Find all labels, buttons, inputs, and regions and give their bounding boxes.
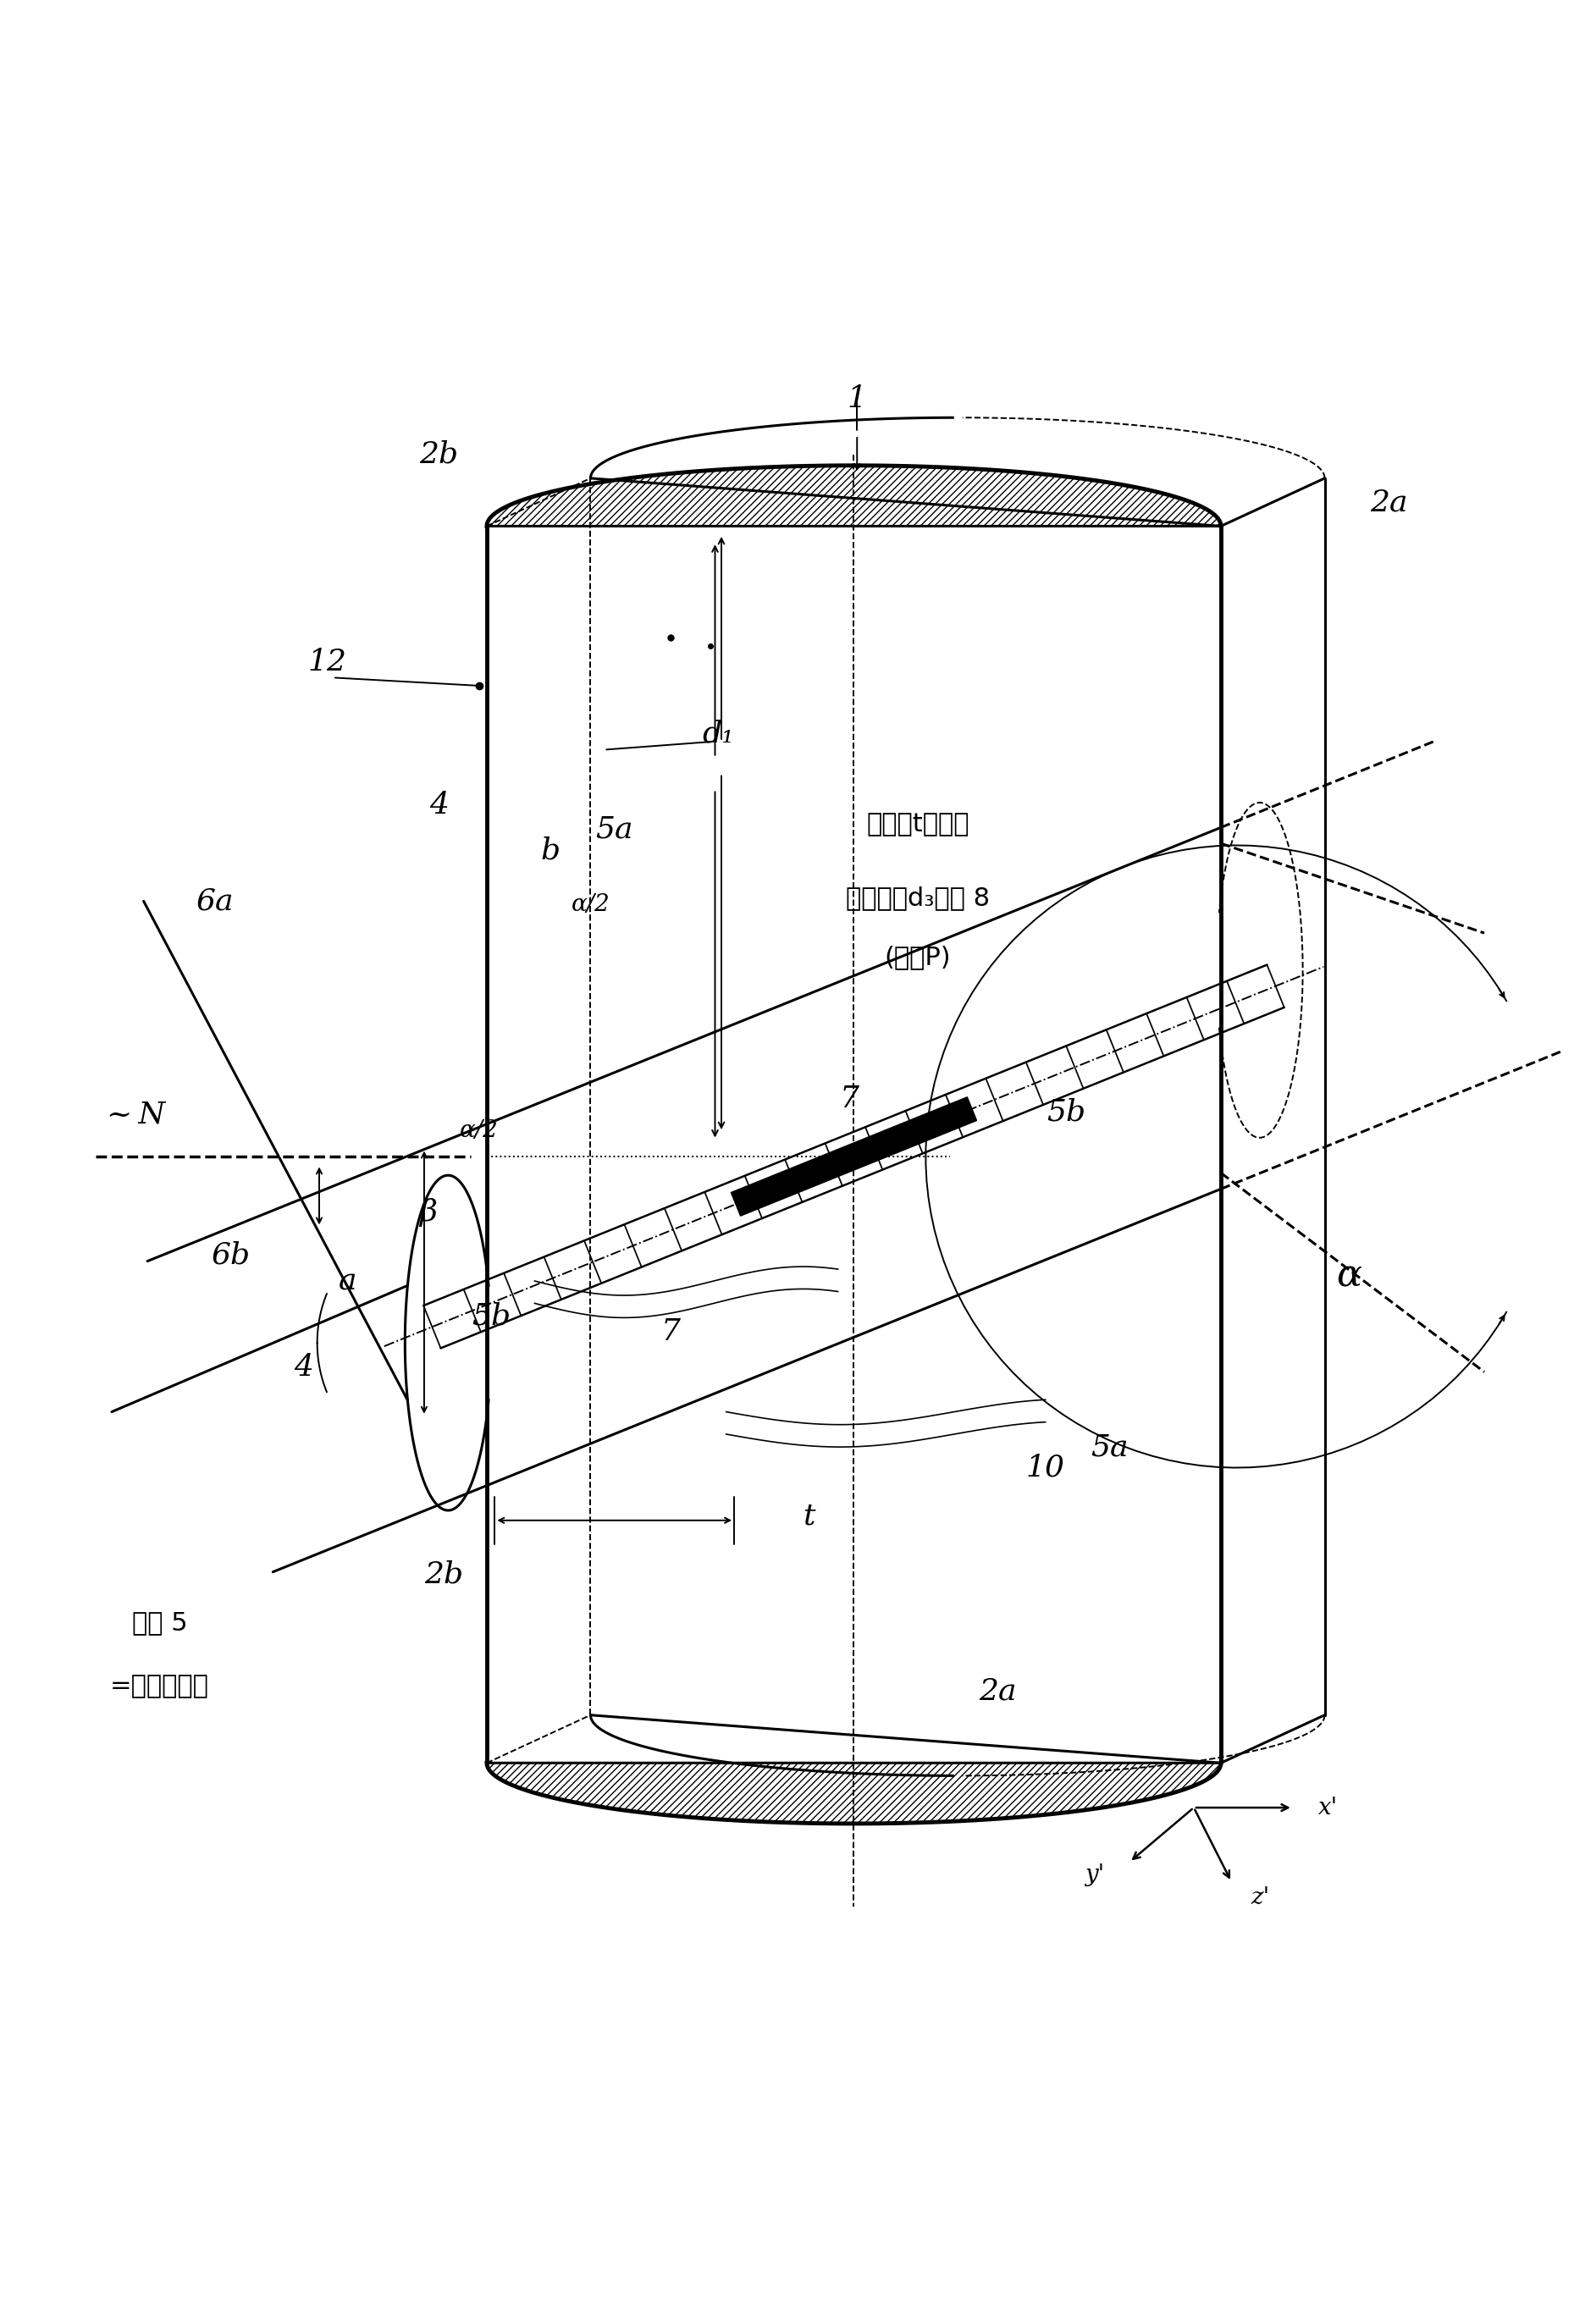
Text: 形状 5: 形状 5 <box>132 1610 187 1635</box>
Polygon shape <box>731 1096 977 1217</box>
Text: α: α <box>1336 1258 1361 1295</box>
Text: ~ N: ~ N <box>107 1101 164 1129</box>
Text: 7: 7 <box>661 1318 680 1346</box>
Text: y': y' <box>1085 1864 1104 1885</box>
Text: 5b: 5b <box>1047 1096 1085 1126</box>
Polygon shape <box>487 1763 1221 1823</box>
Text: α/2: α/2 <box>460 1119 498 1143</box>
Text: (样品P): (样品P) <box>884 944 951 969</box>
Text: 2b: 2b <box>425 1561 463 1589</box>
Text: 最小厚度d₃的条 8: 最小厚度d₃的条 8 <box>846 886 990 911</box>
Text: 12: 12 <box>308 648 346 675</box>
Text: z': z' <box>1251 1887 1269 1908</box>
Text: 2b: 2b <box>420 439 458 470</box>
Text: 6a: 6a <box>196 886 235 916</box>
Text: x': x' <box>1318 1797 1337 1818</box>
Text: b: b <box>541 835 560 865</box>
Text: 在深度t中具有: 在深度t中具有 <box>867 812 969 837</box>
Text: 1: 1 <box>847 384 867 412</box>
Text: α/2: α/2 <box>571 893 610 916</box>
Text: 4: 4 <box>294 1353 313 1381</box>
Text: =圆柱形切割: =圆柱形切割 <box>110 1675 209 1698</box>
Text: d₁: d₁ <box>702 719 734 747</box>
Text: 6b: 6b <box>212 1242 251 1270</box>
Text: t: t <box>803 1501 816 1529</box>
Text: 5a: 5a <box>1090 1432 1128 1462</box>
Text: 5b: 5b <box>472 1302 511 1330</box>
Text: a: a <box>338 1268 358 1295</box>
Text: β: β <box>418 1198 437 1226</box>
Text: 7: 7 <box>839 1085 859 1113</box>
Polygon shape <box>487 465 1221 525</box>
Text: 2a: 2a <box>1369 488 1408 516</box>
Text: 4: 4 <box>429 791 448 819</box>
Text: 5a: 5a <box>595 814 634 844</box>
Text: 10: 10 <box>1026 1453 1065 1483</box>
Text: 2a: 2a <box>978 1677 1017 1705</box>
